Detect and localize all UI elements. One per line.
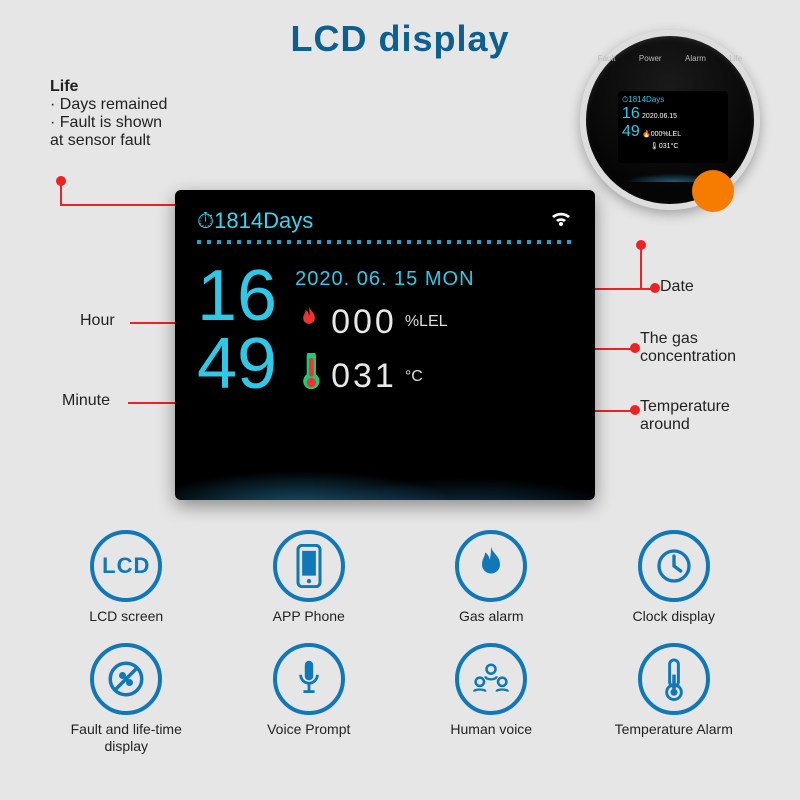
- device-label: Power: [639, 54, 662, 63]
- microphone-icon: [273, 643, 345, 715]
- callout-dot: [650, 283, 660, 293]
- minute-value: 49: [197, 330, 277, 398]
- no-fault-icon: [90, 643, 162, 715]
- callout-temp: Temperature around: [640, 398, 730, 434]
- features-grid: LCD LCD screen APP Phone Gas alarm Clock…: [50, 530, 750, 754]
- clock-icon: [638, 530, 710, 602]
- callout-line: [595, 348, 635, 350]
- people-icon: [455, 643, 527, 715]
- date-value: 2020. 06. 15 MON: [295, 268, 474, 291]
- device-label: Fault: [598, 54, 616, 63]
- feature-clock: Clock display: [633, 530, 715, 625]
- callout-line: [60, 176, 62, 204]
- callout-gas: The gas concentration: [640, 330, 736, 366]
- lcd-screen: ⏱1814Days 16 49 2020. 06. 15 MON 000 %LE…: [175, 190, 595, 500]
- callout-line: [640, 244, 642, 288]
- callout-hour: Hour: [80, 312, 115, 330]
- device-mini-screen: ⏱1814Days 16 2020.06.15 49 🔥000%LEL 🌡031…: [618, 91, 728, 163]
- feature-fault: Fault and life-time display: [61, 643, 191, 755]
- callout-dot: [630, 343, 640, 353]
- page-title: LCD display: [290, 18, 509, 60]
- device-label: Life: [729, 54, 742, 63]
- feature-temp: Temperature Alarm: [615, 643, 733, 755]
- device-label: Alarm: [685, 54, 706, 63]
- feature-human: Human voice: [450, 643, 532, 755]
- callout-dot: [630, 405, 640, 415]
- feature-voice: Voice Prompt: [267, 643, 350, 755]
- flame-icon: [295, 301, 323, 343]
- feature-lcd: LCD LCD screen: [89, 530, 163, 625]
- gas-row: 000 %LEL: [295, 301, 474, 343]
- phone-icon: [273, 530, 345, 602]
- temp-row: 031 °C: [295, 353, 474, 400]
- flame-icon: [455, 530, 527, 602]
- callout-line: [60, 204, 190, 206]
- wave-decoration: [175, 430, 595, 500]
- callout-life: Life · Days remained · Fault is shown at…: [50, 78, 167, 150]
- feature-gas: Gas alarm: [455, 530, 527, 625]
- device-illustration: Fault Power Alarm Life ⏱1814Days 16 2020…: [580, 30, 760, 210]
- wifi-icon: [549, 208, 573, 234]
- callout-line: [595, 410, 635, 412]
- lcd-text-icon: LCD: [102, 553, 150, 579]
- callout-dot: [636, 240, 646, 250]
- feature-app: APP Phone: [273, 530, 345, 625]
- callout-line: [595, 288, 655, 290]
- divider-dots: [197, 240, 573, 244]
- hour-value: 16: [197, 262, 277, 330]
- callout-minute: Minute: [62, 392, 110, 410]
- thermometer-icon: [295, 353, 323, 400]
- thermometer-icon: [638, 643, 710, 715]
- callout-date: Date: [660, 278, 694, 296]
- days-readout: ⏱1814Days: [197, 208, 313, 234]
